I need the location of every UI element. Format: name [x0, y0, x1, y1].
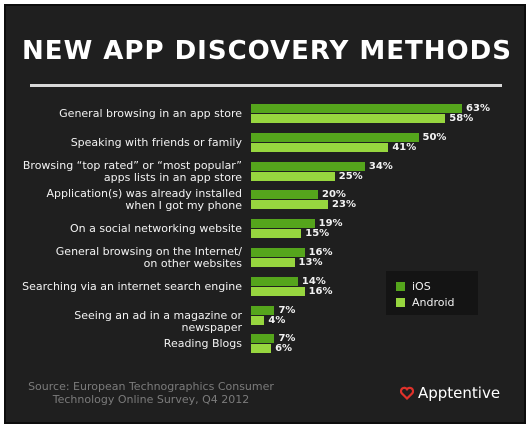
brand-name: Apptentive	[418, 384, 501, 402]
category-label: Application(s) was already installed whe…	[46, 187, 243, 213]
legend-label-android: Android	[412, 296, 455, 309]
value-label: 58%	[449, 113, 474, 124]
legend-swatch-ios	[396, 282, 405, 291]
bar-android	[251, 344, 272, 354]
category-label: Reading Blogs	[163, 337, 242, 351]
value-label: 34%	[368, 160, 393, 172]
bar-ios	[251, 161, 365, 171]
legend: iOS Android	[386, 271, 478, 315]
legend-label-ios: iOS	[412, 280, 431, 293]
category-label: Seeing an ad in a magazine or newspaper	[74, 308, 242, 334]
bar-android	[251, 114, 446, 123]
value-label: 23%	[332, 199, 356, 211]
value-label: 16%	[308, 247, 333, 258]
category-label: Searching via an internet search engine	[22, 279, 242, 293]
bar-ios	[251, 219, 315, 229]
bar-ios	[251, 190, 318, 200]
category-label: Speaking with friends or family	[70, 135, 242, 149]
legend-swatch-android	[396, 298, 405, 307]
category-label: Browsing “top rated” or “most popular” a…	[22, 158, 242, 184]
value-label: 20%	[322, 189, 346, 201]
bar-ios	[251, 248, 305, 257]
value-label: 13%	[298, 257, 323, 268]
source-note: Source: European Technographics Consumer…	[28, 380, 274, 406]
chart-frame: NEW APP DISCOVERY METHODS General browsi…	[4, 4, 526, 424]
title-divider	[30, 84, 502, 87]
bar-ios	[251, 334, 275, 344]
bar-android	[251, 200, 329, 210]
bar-android	[251, 171, 335, 181]
category-label: General browsing in an app store	[59, 107, 242, 120]
value-label: 41%	[392, 141, 417, 153]
value-label: 50%	[422, 131, 447, 143]
value-label: 63%	[466, 103, 490, 114]
bar-ios	[251, 276, 298, 286]
value-label: 25%	[338, 170, 363, 182]
heart-icon	[400, 386, 414, 400]
category-label: On a social networking website	[69, 222, 242, 236]
value-label: 7%	[278, 304, 296, 316]
bar-ios	[251, 132, 419, 142]
category-label: General browsing on the Internet/ on oth…	[55, 245, 242, 270]
bar-ios	[251, 104, 463, 113]
value-label: 7%	[278, 333, 296, 345]
value-label: 4%	[268, 314, 286, 326]
bar-android	[251, 142, 389, 152]
value-label: 15%	[305, 228, 330, 240]
bar-android	[251, 229, 302, 239]
bar-android	[251, 315, 265, 325]
value-label: 19%	[318, 218, 343, 230]
bar-android	[251, 286, 305, 296]
bar-ios	[251, 305, 275, 315]
value-label: 16%	[308, 285, 333, 297]
value-label: 6%	[275, 343, 293, 355]
bar-android	[251, 258, 295, 267]
value-label: 14%	[301, 275, 326, 287]
chart-title: NEW APP DISCOVERY METHODS	[22, 36, 512, 66]
